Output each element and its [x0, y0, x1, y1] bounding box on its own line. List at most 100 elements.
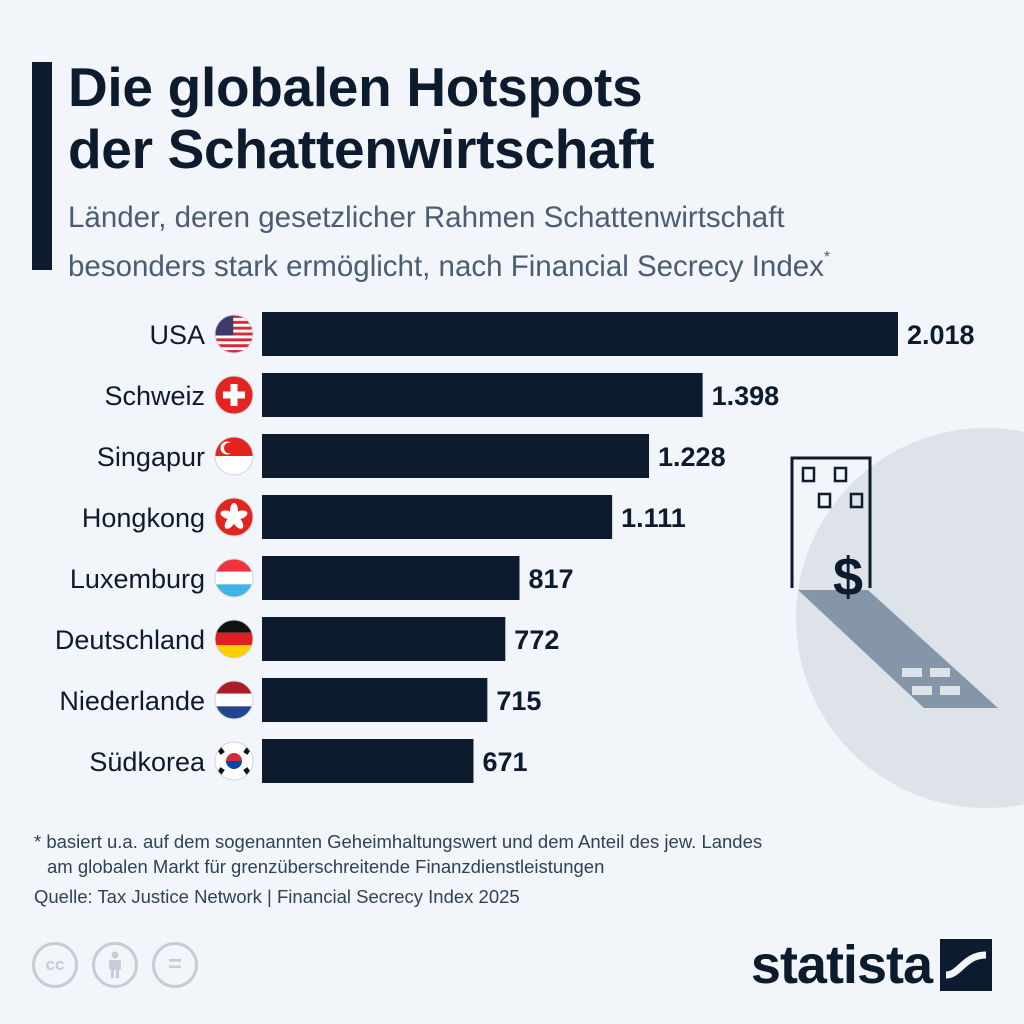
- statista-logo-icon: [940, 939, 992, 991]
- flag-part: [215, 632, 253, 646]
- title-line-2: der Schattenwirtschaft: [68, 118, 655, 180]
- title-accent-bar: [32, 62, 52, 270]
- flag-part: [215, 645, 253, 658]
- value-label: 772: [514, 625, 559, 655]
- dollar-icon: $: [833, 547, 863, 607]
- attribution-person-icon[interactable]: [92, 942, 138, 988]
- flag-part: [215, 706, 253, 719]
- license-icons: cc =: [32, 942, 198, 988]
- subtitle: Länder, deren gesetzlicher Rahmen Schatt…: [68, 198, 830, 287]
- category-label: Schweiz: [104, 381, 205, 411]
- building-shadow: [798, 590, 998, 708]
- bar-row: Südkorea 671: [89, 739, 528, 783]
- flag-content: [215, 742, 253, 780]
- bar-row: Schweiz 1.398: [104, 373, 779, 417]
- footnote-line-1: * basiert u.a. auf dem sogenannten Gehei…: [34, 831, 763, 852]
- building-shadow-illustration: $: [790, 428, 1024, 808]
- bar-chart-rows: USA 2.018 Schweiz 1.398 Singapur 1.228 Hongkon…: [55, 312, 975, 783]
- flag-content: [215, 315, 253, 353]
- subtitle-line-2: besonders stark ermöglicht, nach Financi…: [68, 238, 830, 287]
- bar-chart: USA 2.018 Schweiz 1.398 Singapur 1.228 Hongkon…: [55, 312, 975, 783]
- flag-crescent-cut: [224, 442, 235, 454]
- us-flag-icon: [214, 314, 254, 354]
- person-icon: [109, 951, 121, 978]
- flag-part: [215, 559, 253, 572]
- building-window: [849, 492, 864, 509]
- flag-part: [215, 681, 253, 694]
- bar: [262, 617, 506, 661]
- flag-stripe: [215, 326, 253, 330]
- category-label: Südkorea: [89, 747, 206, 777]
- category-label: Deutschland: [55, 625, 205, 655]
- flag-border: [214, 375, 254, 415]
- source-note: Quelle: Tax Justice Network | Financial …: [34, 886, 520, 907]
- flag-part: [215, 620, 253, 633]
- shadow-window: [912, 686, 932, 695]
- statista-logo[interactable]: statista: [751, 934, 992, 996]
- bar-row: Deutschland 772: [55, 617, 559, 661]
- flag-petal: [220, 510, 236, 520]
- bar: [262, 739, 474, 783]
- value-label: 1.228: [658, 442, 726, 472]
- subtitle-line-1: Länder, deren gesetzlicher Rahmen Schatt…: [68, 201, 785, 234]
- germany-flag-icon: [214, 619, 254, 659]
- no-derivatives-icon[interactable]: =: [152, 942, 198, 988]
- building-window: [833, 466, 848, 483]
- flag-border: [214, 497, 254, 537]
- flag-content: [215, 681, 253, 719]
- luxembourg-flag-icon: [214, 558, 254, 598]
- hongkong-flag-icon: [214, 497, 254, 537]
- category-label: Singapur: [97, 442, 205, 472]
- bar-row: Hongkong 1.111: [82, 495, 686, 539]
- value-label: 1.398: [712, 381, 780, 411]
- shadow-windows: [902, 668, 960, 695]
- category-label: Niederlande: [59, 686, 205, 716]
- flag-content: [215, 498, 253, 536]
- bar-row: USA 2.018: [149, 312, 975, 356]
- title-line-1: Die globalen Hotspots: [68, 56, 643, 118]
- value-label: 817: [528, 564, 573, 594]
- bar: [262, 495, 613, 539]
- bar-row: Niederlande 715: [59, 678, 541, 722]
- value-label: 671: [482, 747, 527, 777]
- footnote: * basiert u.a. auf dem sogenannten Gehei…: [34, 829, 762, 879]
- cc-license-icon[interactable]: cc: [32, 942, 78, 988]
- value-label: 715: [496, 686, 541, 716]
- flag-content: [215, 376, 253, 414]
- flag-taeguk-red: [226, 753, 242, 761]
- subtitle-footnote-marker: *: [823, 249, 831, 266]
- flag-stripe: [215, 315, 253, 318]
- flag-border: [214, 558, 254, 598]
- illustration-background-circle: [796, 428, 1024, 808]
- flag-content: [215, 620, 253, 658]
- flag-content: [215, 559, 253, 597]
- brand-wordmark: statista: [750, 935, 933, 995]
- flag-content: [215, 437, 253, 475]
- shadow-window: [940, 686, 960, 695]
- shadow-window: [902, 668, 922, 677]
- bar: [262, 678, 488, 722]
- flag-stripe: [215, 320, 253, 324]
- flag-stripe: [215, 350, 253, 353]
- building-windows: [801, 466, 864, 509]
- flag-border: [214, 741, 254, 781]
- category-label: Luxemburg: [70, 564, 205, 594]
- value-label: 2.018: [907, 320, 975, 350]
- flag-border: [214, 436, 254, 476]
- flag-stripe: [215, 338, 253, 342]
- flag-cross: [223, 391, 245, 399]
- footnote-line-2: am globalen Markt für grenzüberschreiten…: [47, 856, 605, 877]
- building-window: [801, 466, 816, 483]
- flag-part: [215, 571, 253, 585]
- flag-stripe: [215, 344, 253, 348]
- subtitle-line-2-text: besonders stark ermöglicht, nach Financi…: [68, 250, 824, 283]
- bar: [262, 434, 650, 478]
- bar-row: Luxemburg 817: [70, 556, 574, 600]
- category-label: USA: [149, 320, 205, 350]
- flag-taeguk-blue: [226, 761, 242, 769]
- bar-row: Singapur 1.228: [97, 434, 726, 478]
- shadow-window: [930, 668, 950, 677]
- building-outline: [790, 456, 872, 588]
- bar: [262, 556, 520, 600]
- flag-stripe: [215, 332, 253, 336]
